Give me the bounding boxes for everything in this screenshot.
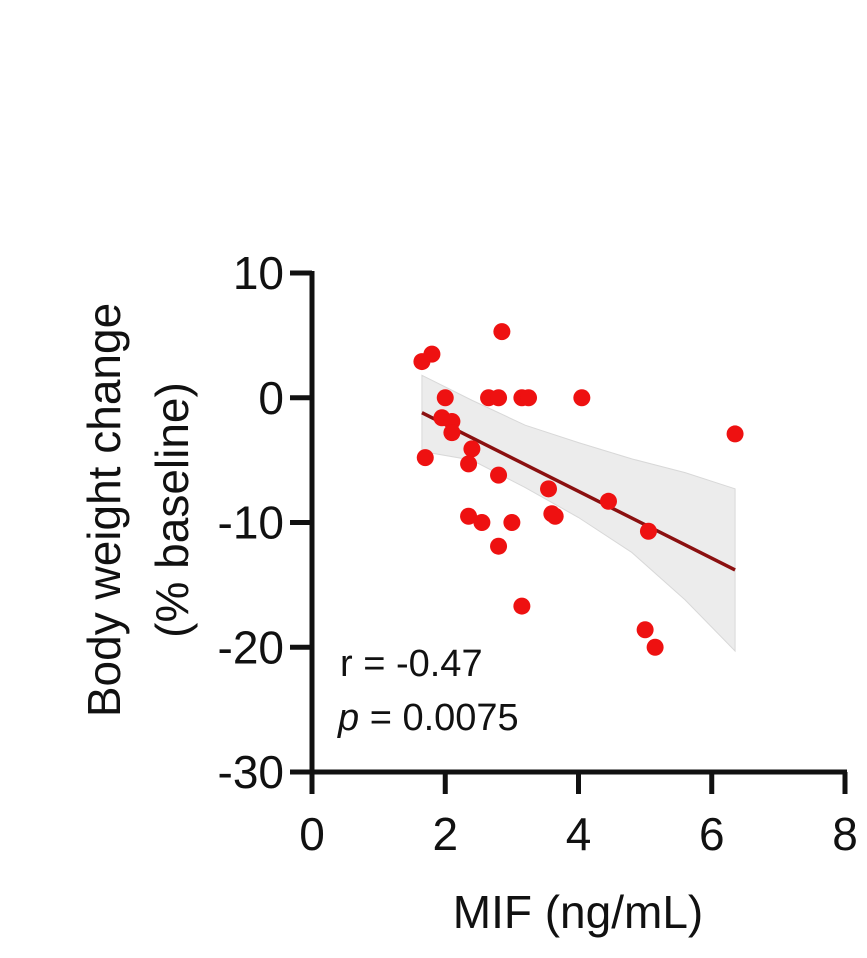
data-point-27 xyxy=(639,522,657,540)
data-point-23 xyxy=(546,507,564,525)
y-axis-title-line1: Body weight change xyxy=(78,303,130,717)
y-tick-label--10: -10 xyxy=(218,497,284,549)
data-point-7 xyxy=(443,424,461,442)
data-point-29 xyxy=(726,425,744,443)
data-point-25 xyxy=(599,492,617,510)
x-axis-title: MIF (ng/mL) xyxy=(453,886,703,938)
data-point-9 xyxy=(460,455,478,473)
data-point-2 xyxy=(423,345,441,363)
x-tick-label-4: 4 xyxy=(566,808,592,860)
data-point-19 xyxy=(520,389,538,407)
y-tick-label-10: 10 xyxy=(233,247,284,299)
data-point-24 xyxy=(573,389,591,407)
stat-p-label: p xyxy=(337,697,359,739)
axes-layer: 10 0 -10 -20 -30 0 2 4 6 8 xyxy=(218,247,858,860)
data-point-8 xyxy=(463,440,481,458)
data-point-5 xyxy=(436,389,454,407)
stat-p-text: p = 0.0075 xyxy=(337,697,519,739)
data-points-layer xyxy=(413,323,744,656)
x-tick-label-6: 6 xyxy=(699,808,725,860)
data-point-15 xyxy=(490,466,508,484)
x-tick-label-2: 2 xyxy=(432,808,458,860)
x-tick-label-0: 0 xyxy=(299,808,325,860)
regression-line-layer xyxy=(421,411,736,572)
data-point-28 xyxy=(646,638,664,656)
data-point-26 xyxy=(636,621,654,639)
confidence-band-layer xyxy=(421,374,736,653)
y-tick-label-0: 0 xyxy=(258,372,284,424)
y-tick-label--20: -20 xyxy=(218,621,284,673)
regression-line xyxy=(421,411,736,572)
x-tick-label-8: 8 xyxy=(832,808,858,860)
stat-p-value: = 0.0075 xyxy=(359,697,519,739)
stat-r-text: r = -0.47 xyxy=(340,643,483,685)
confidence-band xyxy=(421,374,736,653)
data-point-10 xyxy=(460,507,478,525)
data-point-3 xyxy=(416,449,434,467)
data-point-14 xyxy=(493,323,511,341)
data-point-11 xyxy=(473,514,491,531)
data-point-21 xyxy=(540,480,558,498)
data-point-17 xyxy=(503,514,521,531)
data-point-13 xyxy=(490,389,508,407)
y-tick-label--30: -30 xyxy=(218,746,284,798)
data-point-16 xyxy=(490,537,508,555)
data-point-20 xyxy=(513,597,531,615)
y-axis-title-line2: (% baseline) xyxy=(146,382,198,638)
